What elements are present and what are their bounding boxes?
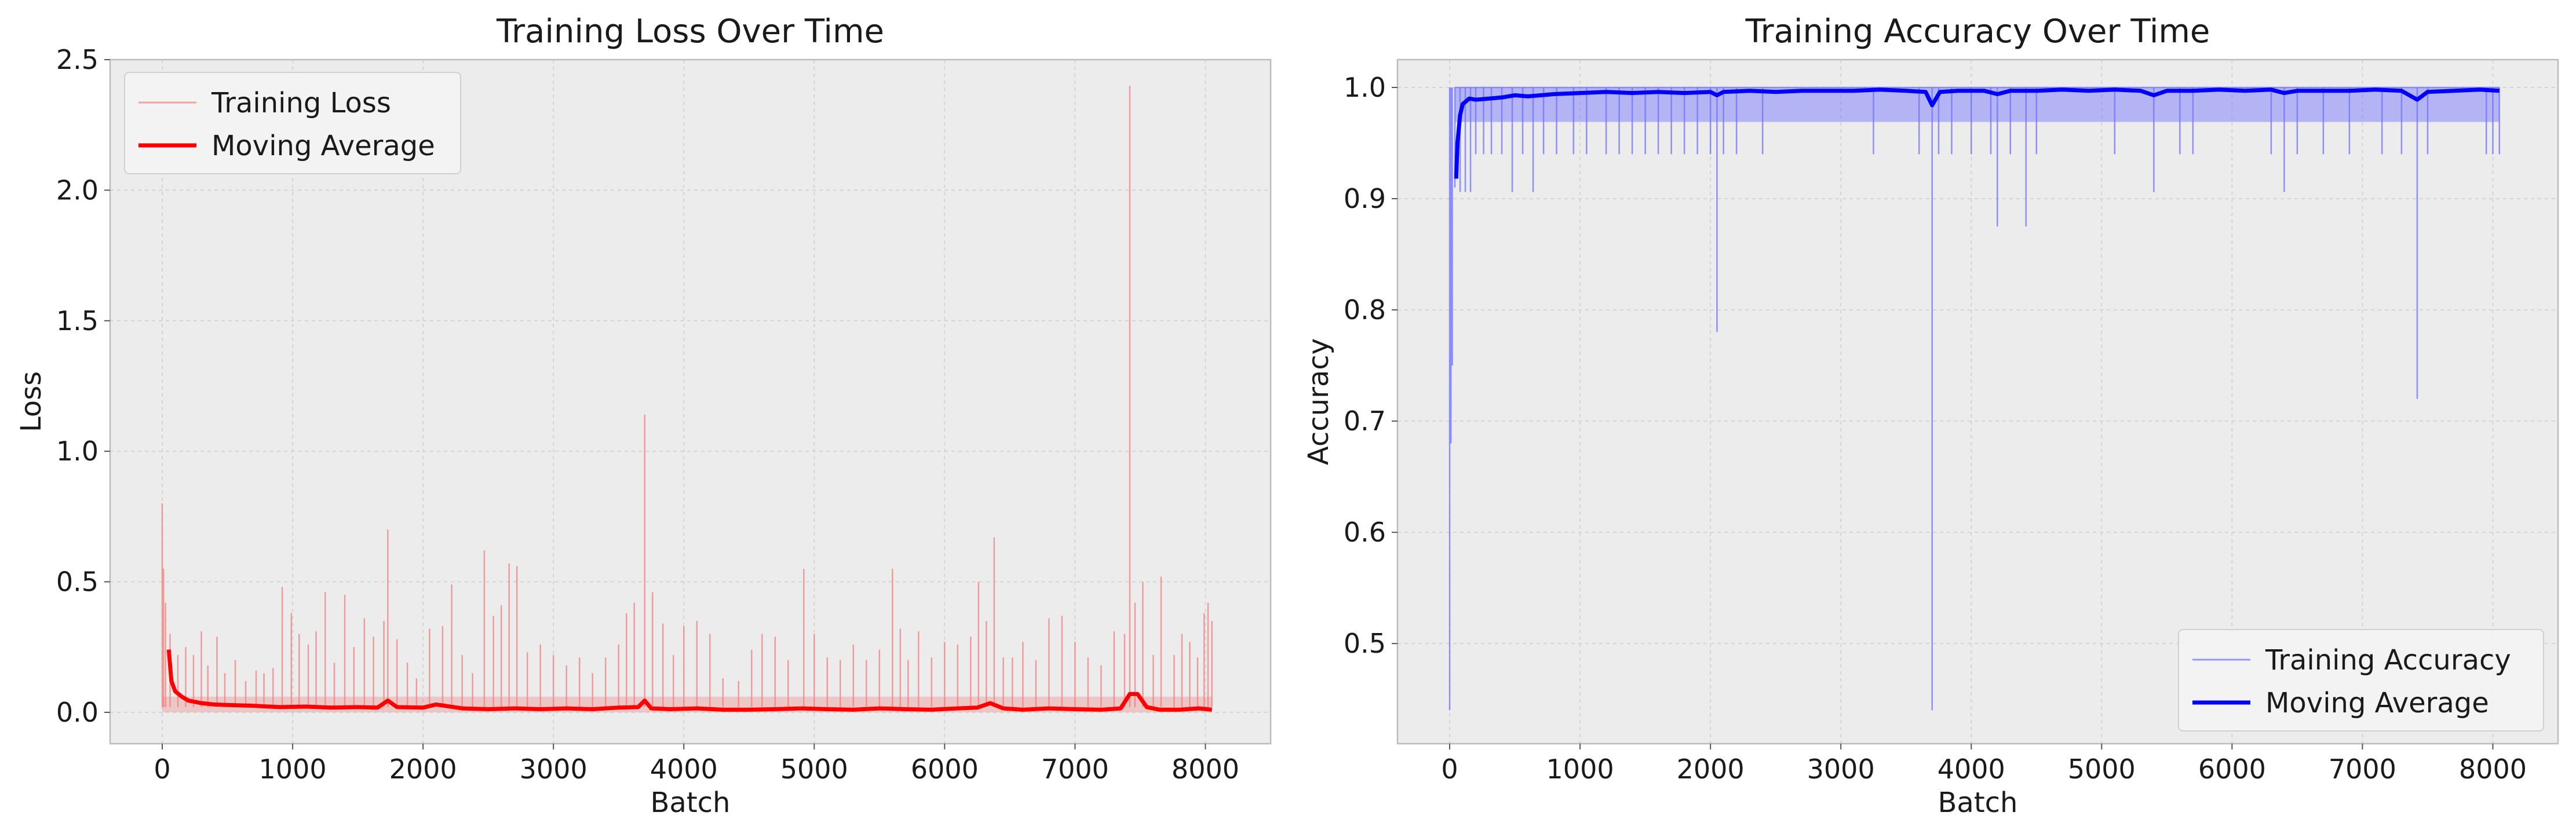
series-moving-average (166, 649, 1213, 712)
x-tick-label: 5000 (2068, 753, 2136, 785)
chart-title: Training Loss Over Time (496, 13, 884, 50)
series-training-loss (161, 86, 1213, 712)
y-axis-label: Accuracy (1302, 338, 1335, 465)
y-tick-label: 0.0 (56, 697, 98, 728)
x-tick-label: 0 (1441, 753, 1458, 785)
y-tick-label: 0.8 (1344, 294, 1386, 325)
x-tick-label: 6000 (911, 753, 979, 785)
legend-entry-label: Moving Average (2265, 687, 2489, 719)
y-tick-label: 1.0 (1344, 72, 1386, 103)
loss-chart: 0 1000 2000 3000 4000 5000 6000 7000 8000 0.0 0.5 1… (15, 13, 1272, 819)
y-tick-label: 0.5 (1344, 628, 1386, 659)
axes-frame (1396, 58, 2559, 745)
y-tick-label: 2.0 (56, 174, 98, 206)
x-tick-label: 7000 (1041, 753, 1109, 785)
x-tick-label: 1000 (259, 753, 327, 785)
legend-entry-label: Moving Average (211, 130, 435, 162)
x-tick-label: 2000 (1677, 753, 1745, 785)
y-tick-label: 1.0 (56, 436, 98, 467)
legend-entry-label: Training Loss (211, 87, 391, 119)
legend: Training Accuracy Moving Average (2178, 629, 2544, 731)
x-tick-label: 0 (154, 753, 170, 785)
y-tick-label: 0.6 (1344, 517, 1386, 548)
y-tick-label: 0.5 (56, 566, 98, 598)
y-axis-label: Loss (15, 371, 48, 432)
x-tick-label: 6000 (2198, 753, 2266, 785)
series-training-accuracy (1448, 86, 2500, 711)
x-tick-label: 5000 (780, 753, 848, 785)
x-tick-label: 2000 (389, 753, 457, 785)
x-tick-label: 4000 (650, 753, 718, 785)
legend-box (2178, 629, 2544, 731)
y-tick-label: 0.7 (1344, 405, 1386, 437)
legend-box (124, 72, 461, 174)
series-group (1448, 86, 2500, 711)
x-tick-label: 8000 (1172, 753, 1239, 785)
x-axis-label: Batch (651, 787, 731, 819)
series-group (161, 86, 1213, 712)
chart-title: Training Accuracy Over Time (1745, 13, 2210, 50)
x-tick-label: 8000 (2459, 753, 2527, 785)
series-moving-average (1454, 87, 2500, 179)
x-axis-label: Batch (1938, 787, 2018, 819)
legend-entry-label: Training Accuracy (2265, 644, 2511, 676)
x-tick-label: 7000 (2329, 753, 2396, 785)
x-tick-label: 4000 (1938, 753, 2005, 785)
legend: Training Loss Moving Average (124, 72, 461, 174)
x-tick-label: 1000 (1546, 753, 1614, 785)
x-tick-label: 3000 (520, 753, 588, 785)
x-tick-label: 3000 (1807, 753, 1875, 785)
y-tick-label: 2.5 (56, 44, 98, 75)
accuracy-chart: 0 1000 2000 3000 4000 5000 6000 7000 8000 0.5 0.6 0… (1302, 13, 2559, 819)
y-tick-label: 1.5 (56, 305, 98, 336)
y-tick-label: 0.9 (1344, 183, 1386, 214)
axes-frame (109, 58, 1272, 745)
